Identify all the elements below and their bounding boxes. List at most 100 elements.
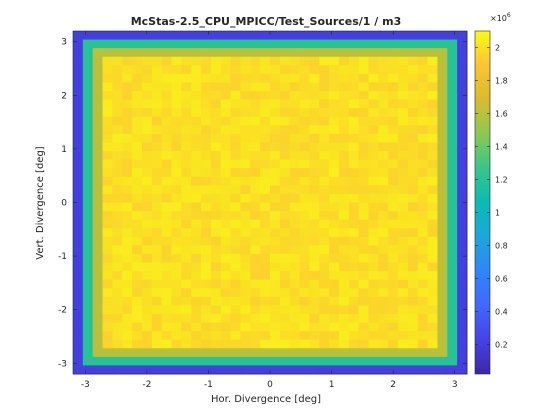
heatmap-cell xyxy=(309,228,320,238)
heatmap-cell xyxy=(220,305,231,315)
heatmap-cell xyxy=(141,142,153,152)
heatmap-cell xyxy=(151,339,163,349)
heatmap-cell xyxy=(378,348,389,358)
colorbar-tick-label: 0.2 xyxy=(495,340,508,349)
heatmap-cell xyxy=(210,168,222,178)
heatmap-cell xyxy=(368,245,379,255)
heatmap-cell xyxy=(398,48,409,58)
heatmap-cell xyxy=(457,271,468,281)
heatmap-cell xyxy=(417,279,428,289)
heatmap-cell xyxy=(309,99,320,109)
heatmap-cell xyxy=(270,365,281,375)
heatmap-cell xyxy=(378,82,389,92)
heatmap-cell xyxy=(161,202,172,212)
heatmap-cell xyxy=(240,65,251,75)
heatmap-cell xyxy=(260,356,271,366)
heatmap-cell xyxy=(358,108,369,118)
y-tick-label: -3 xyxy=(58,359,67,369)
heatmap-cell xyxy=(122,82,133,92)
heatmap-cell xyxy=(270,193,281,203)
heatmap-cell xyxy=(220,116,231,126)
heatmap-cell xyxy=(151,125,163,135)
heatmap-cell xyxy=(309,211,320,221)
heatmap-cell xyxy=(388,185,399,195)
heatmap-cell xyxy=(319,271,330,281)
heatmap-cell xyxy=(398,313,409,323)
heatmap-cell xyxy=(210,142,222,152)
heatmap-cell xyxy=(132,202,143,212)
heatmap-cell xyxy=(240,82,251,92)
heatmap-cell xyxy=(220,322,231,332)
heatmap-cell xyxy=(82,151,94,161)
heatmap-cell xyxy=(181,116,192,126)
heatmap-cell xyxy=(141,202,153,212)
heatmap-cell xyxy=(171,305,182,315)
heatmap-cell xyxy=(388,159,399,169)
heatmap-cell xyxy=(250,73,261,83)
heatmap-cell xyxy=(289,296,300,306)
heatmap-cell xyxy=(92,348,103,358)
heatmap-cell xyxy=(299,365,310,375)
heatmap-cell xyxy=(319,159,330,169)
heatmap-cell xyxy=(427,296,438,306)
heatmap-cell xyxy=(299,331,310,341)
heatmap-cell xyxy=(220,142,231,152)
heatmap-cell xyxy=(210,151,222,161)
heatmap-cell xyxy=(151,48,163,58)
heatmap-cell xyxy=(171,48,182,58)
heatmap-cell xyxy=(427,356,438,366)
heatmap-cell xyxy=(92,48,103,58)
heatmap-cell xyxy=(220,133,231,143)
heatmap-cell xyxy=(348,236,360,246)
heatmap-cell xyxy=(417,365,428,375)
heatmap-cell xyxy=(447,356,458,366)
heatmap-cell xyxy=(398,151,409,161)
heatmap-cell xyxy=(250,31,261,40)
heatmap-cell xyxy=(191,133,202,143)
heatmap-cell xyxy=(112,288,123,298)
heatmap-cell xyxy=(191,236,202,246)
heatmap-cell xyxy=(358,296,369,306)
heatmap-cell xyxy=(191,348,202,358)
heatmap-cell xyxy=(398,202,409,212)
heatmap-cell xyxy=(270,331,281,341)
heatmap-cell xyxy=(289,65,300,75)
heatmap-cell xyxy=(132,279,143,289)
heatmap-cell xyxy=(191,228,202,238)
heatmap-cell xyxy=(407,108,419,118)
heatmap-cell xyxy=(161,245,172,255)
heatmap-cell xyxy=(319,296,330,306)
heatmap-cell xyxy=(437,253,448,263)
heatmap-cell xyxy=(289,193,300,203)
heatmap-cell xyxy=(427,56,438,66)
heatmap-cell xyxy=(329,108,340,118)
heatmap-cell xyxy=(348,108,360,118)
heatmap-cell xyxy=(368,305,379,315)
heatmap-cell xyxy=(240,176,251,186)
heatmap-cell xyxy=(201,219,212,229)
heatmap-cell xyxy=(447,296,458,306)
heatmap-cell xyxy=(348,288,360,298)
heatmap-cell xyxy=(73,116,84,126)
heatmap-cell xyxy=(191,176,202,186)
heatmap-cell xyxy=(73,125,84,135)
heatmap-cell xyxy=(250,168,261,178)
heatmap-cell xyxy=(82,142,94,152)
heatmap-cell xyxy=(447,262,458,272)
heatmap-cell xyxy=(210,108,222,118)
heatmap-cell xyxy=(279,176,291,186)
heatmap-cell xyxy=(398,253,409,263)
heatmap-cell xyxy=(437,151,448,161)
heatmap-cell xyxy=(102,99,113,109)
heatmap-cell xyxy=(201,65,212,75)
heatmap-cell xyxy=(358,99,369,109)
heatmap-cell xyxy=(161,253,172,263)
heatmap-cell xyxy=(279,331,291,341)
heatmap-cell xyxy=(270,116,281,126)
heatmap-cell xyxy=(141,39,153,49)
heatmap-cell xyxy=(92,73,103,83)
heatmap-cell xyxy=(73,99,84,109)
heatmap-cell xyxy=(181,133,192,143)
heatmap-cell xyxy=(437,185,448,195)
heatmap-cell xyxy=(279,99,291,109)
